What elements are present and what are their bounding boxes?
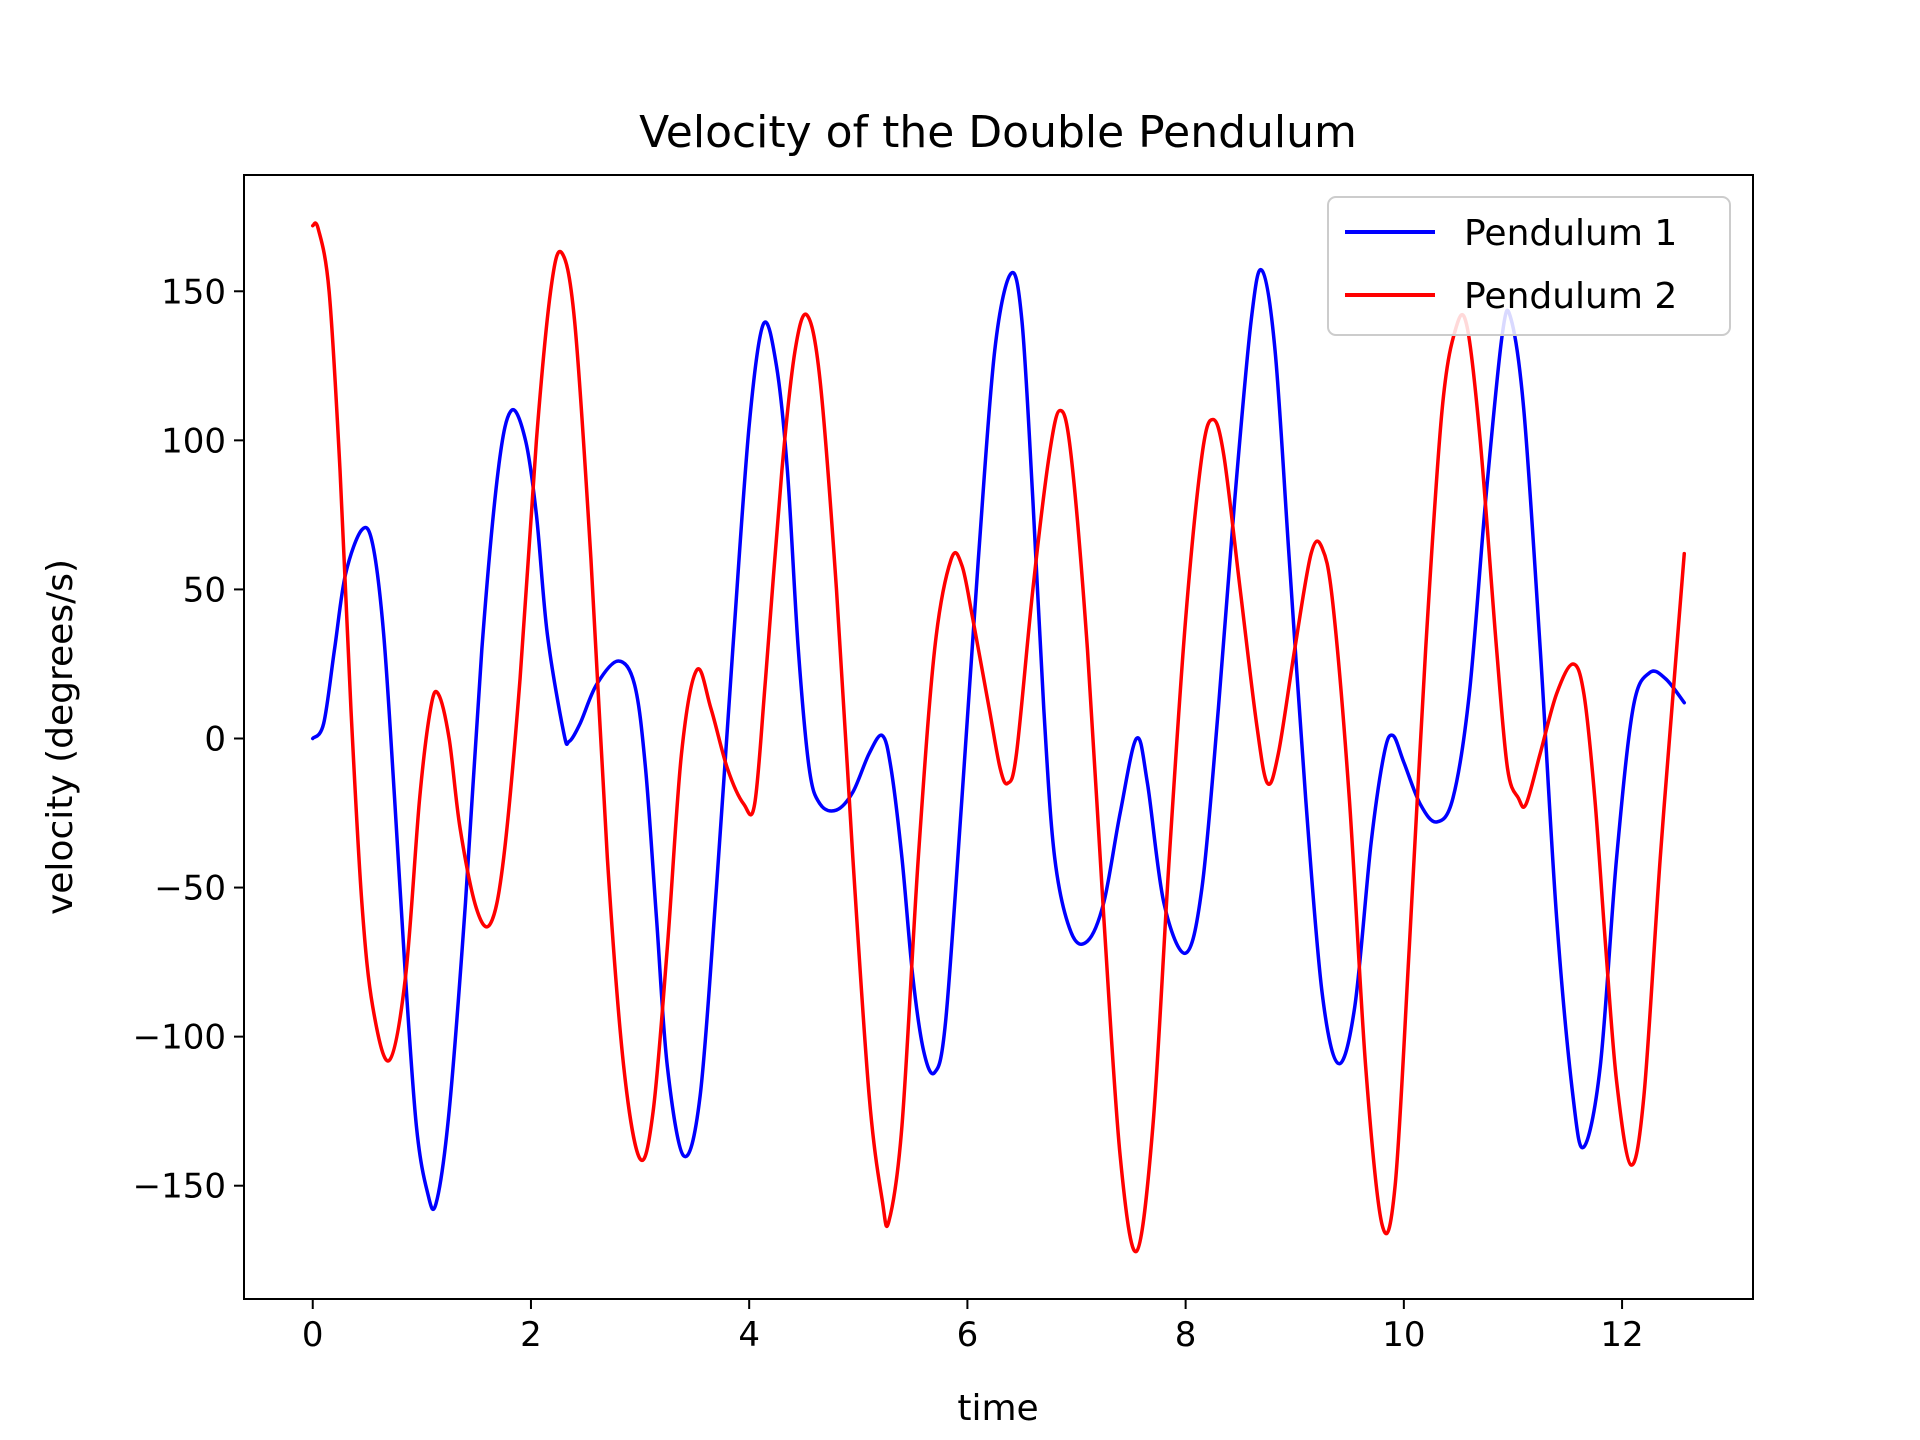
x-axis: 0 2 4 6 8 10 12 — [302, 1299, 1644, 1355]
y-tick-label: 50 — [183, 570, 226, 610]
y-axis: 150 100 50 0 −50 −100 −150 — [133, 272, 244, 1207]
y-tick-label: −100 — [133, 1018, 226, 1058]
y-tick-label: 150 — [161, 272, 226, 312]
y-tick-label: −50 — [154, 869, 226, 909]
x-tick-label: 10 — [1382, 1315, 1425, 1355]
series-line-pendulum-1 — [310, 267, 1687, 1211]
x-axis-label: time — [957, 1388, 1038, 1429]
x-tick-label: 0 — [302, 1315, 324, 1355]
legend: Pendulum 1 Pendulum 2 — [1327, 196, 1731, 336]
legend-label-pendulum-2: Pendulum 2 — [1464, 276, 1677, 317]
plot-frame — [243, 174, 1754, 1300]
x-tick-label: 2 — [520, 1315, 542, 1355]
legend-label-pendulum-1: Pendulum 1 — [1464, 213, 1677, 254]
series-line-pendulum-2 — [310, 221, 1687, 1254]
y-tick-label: −150 — [133, 1167, 226, 1207]
y-tick-label: 0 — [204, 719, 226, 759]
x-tick-label: 6 — [957, 1315, 979, 1355]
y-axis-label: velocity (degrees/s) — [40, 559, 81, 915]
y-tick-label: 100 — [161, 421, 226, 461]
chart-title: Velocity of the Double Pendulum — [639, 107, 1357, 158]
x-tick-label: 12 — [1600, 1315, 1643, 1355]
x-tick-label: 4 — [738, 1315, 760, 1355]
x-tick-label: 8 — [1175, 1315, 1197, 1355]
series-layer — [310, 221, 1687, 1254]
